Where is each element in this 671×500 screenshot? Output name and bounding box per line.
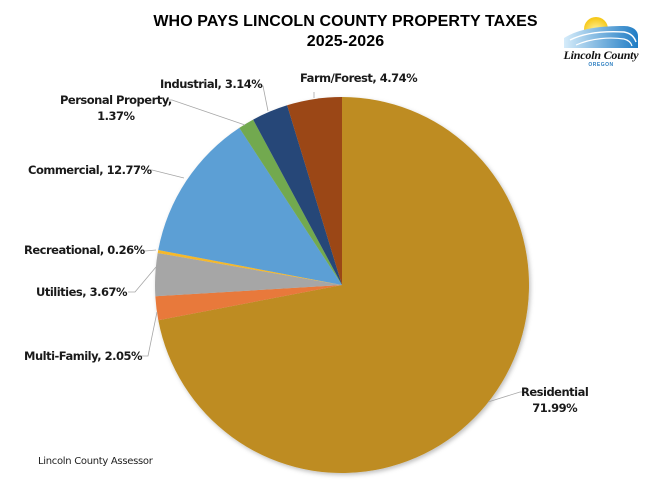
- pie-slice-commercial: [158, 127, 342, 286]
- lincoln-county-logo: Lincoln County OREGON: [562, 12, 640, 70]
- leader-line-personal: [166, 99, 246, 126]
- leader-line-recreational: [144, 249, 157, 252]
- logo-subtitle: OREGON: [588, 62, 614, 68]
- label-personal-value: 1.37%: [97, 109, 135, 123]
- leader-line-industrial: [257, 85, 269, 112]
- data-label-utilities: Utilities, 3.67%: [36, 285, 128, 299]
- pie-slice-utilities: [154, 253, 342, 297]
- data-label-recreational: Recreational, 0.26%: [24, 243, 145, 257]
- data-label-commercial: Commercial, 12.77%: [28, 163, 152, 177]
- leader-line-residential: [487, 391, 528, 403]
- chart-title-line2: 2025-2026: [306, 33, 385, 50]
- source-note: Lincoln County Assessor: [38, 456, 153, 467]
- label-residential-value: 71.99%: [532, 401, 578, 415]
- chart-title: WHO PAYS LINCOLN COUNTY PROPERTY TAXES 2…: [0, 12, 671, 52]
- pie-slice-residential: [158, 97, 530, 474]
- data-label-multifamily: Multi-Family, 2.05%: [24, 349, 142, 363]
- sun-wave-icon: [564, 17, 638, 48]
- label-personal-name: Personal Property,: [60, 93, 172, 107]
- pie-slice-farm-forest: [287, 97, 342, 285]
- pie-slice-personal-property: [239, 119, 342, 285]
- leader-line-utilities: [128, 266, 157, 293]
- leader-line-commercial: [145, 169, 185, 179]
- label-residential-name: Residential: [521, 385, 589, 399]
- pie-slice-multi-family: [155, 285, 342, 321]
- data-label-residential: Residential 71.99%: [521, 384, 589, 416]
- chart-title-line1: WHO PAYS LINCOLN COUNTY PROPERTY TAXES: [153, 13, 538, 30]
- data-label-industrial: Industrial, 3.14%: [160, 77, 263, 91]
- data-label-personal-property: Personal Property, 1.37%: [60, 92, 172, 124]
- logo-name: Lincoln County: [563, 48, 639, 62]
- pie-slice-recreational: [157, 250, 342, 285]
- leader-line-multifamily: [141, 311, 158, 357]
- data-label-farm-forest: Farm/Forest, 4.74%: [300, 71, 418, 85]
- pie-slice-industrial: [253, 105, 342, 285]
